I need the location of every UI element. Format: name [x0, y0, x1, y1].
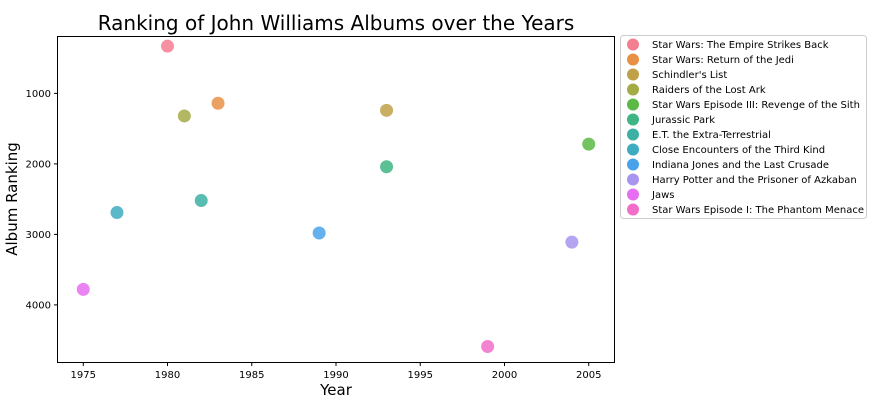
x-tick-label: 1990 [323, 370, 348, 381]
legend-label: Jaws [651, 190, 674, 201]
legend-label: Raiders of the Lost Ark [652, 85, 766, 96]
legend-marker [627, 83, 639, 96]
legend: Star Wars: The Empire Strikes Back Star W… [620, 35, 867, 219]
legend-label: E.T. the Extra-Terrestrial [652, 130, 771, 141]
legend-label: Close Encounters of the Third Kind [652, 145, 825, 156]
y-tick-label: 4000 [26, 300, 51, 311]
plot-area-frame [57, 36, 615, 363]
legend-frame [620, 35, 867, 219]
data-point [582, 137, 596, 151]
x-axis-title: Year [319, 381, 353, 399]
y-tick-label: 3000 [26, 230, 51, 241]
legend-label: Star Wars Episode III: Revenge of the Si… [652, 100, 860, 111]
data-point [110, 206, 124, 220]
legend-marker [627, 113, 639, 126]
data-point [380, 160, 394, 174]
x-tick-label: 2000 [492, 370, 517, 381]
y-tick-label: 1000 [26, 89, 51, 100]
legend-label: Indiana Jones and the Last Crusade [652, 160, 829, 171]
legend-label: Star Wars: Return of the Jedi [652, 55, 794, 66]
legend-marker [627, 173, 639, 186]
data-point [161, 39, 175, 53]
legend-label: Star Wars: The Empire Strikes Back [652, 40, 829, 51]
legend-label: Schindler's List [652, 70, 727, 81]
legend-marker [627, 188, 639, 201]
x-tick-label: 1985 [239, 370, 264, 381]
legend-marker [627, 203, 639, 216]
x-tick-label: 1975 [71, 370, 96, 381]
x-tick-label: 1980 [155, 370, 180, 381]
data-point [380, 103, 394, 117]
data-points [76, 39, 596, 353]
data-point [312, 226, 326, 240]
data-point [481, 339, 495, 353]
legend-marker [627, 128, 639, 141]
x-tick-label: 1995 [408, 370, 433, 381]
legend-label: Harry Potter and the Prisoner of Azkaban [652, 175, 857, 186]
data-point [565, 235, 579, 249]
legend-marker [627, 53, 639, 66]
y-axis: 1000 2000 3000 4000 [26, 89, 58, 311]
legend-marker [627, 68, 639, 81]
legend-marker [627, 98, 639, 111]
legend-marker [627, 158, 639, 171]
data-point [177, 109, 191, 123]
chart-title: Ranking of John Williams Albums over the… [98, 11, 575, 35]
data-point [76, 282, 90, 296]
y-tick-label: 2000 [26, 159, 51, 170]
x-axis: 1975 1980 1985 1990 1995 2000 2005 [71, 362, 601, 381]
legend-marker [627, 143, 639, 156]
data-point [194, 194, 208, 208]
legend-label: Jurassic Park [651, 115, 715, 126]
legend-marker [627, 38, 639, 51]
legend-label: Star Wars Episode I: The Phantom Menace [652, 205, 864, 216]
x-tick-label: 2005 [576, 370, 601, 381]
y-axis-title: Album Ranking [3, 142, 21, 256]
data-point [211, 96, 225, 110]
